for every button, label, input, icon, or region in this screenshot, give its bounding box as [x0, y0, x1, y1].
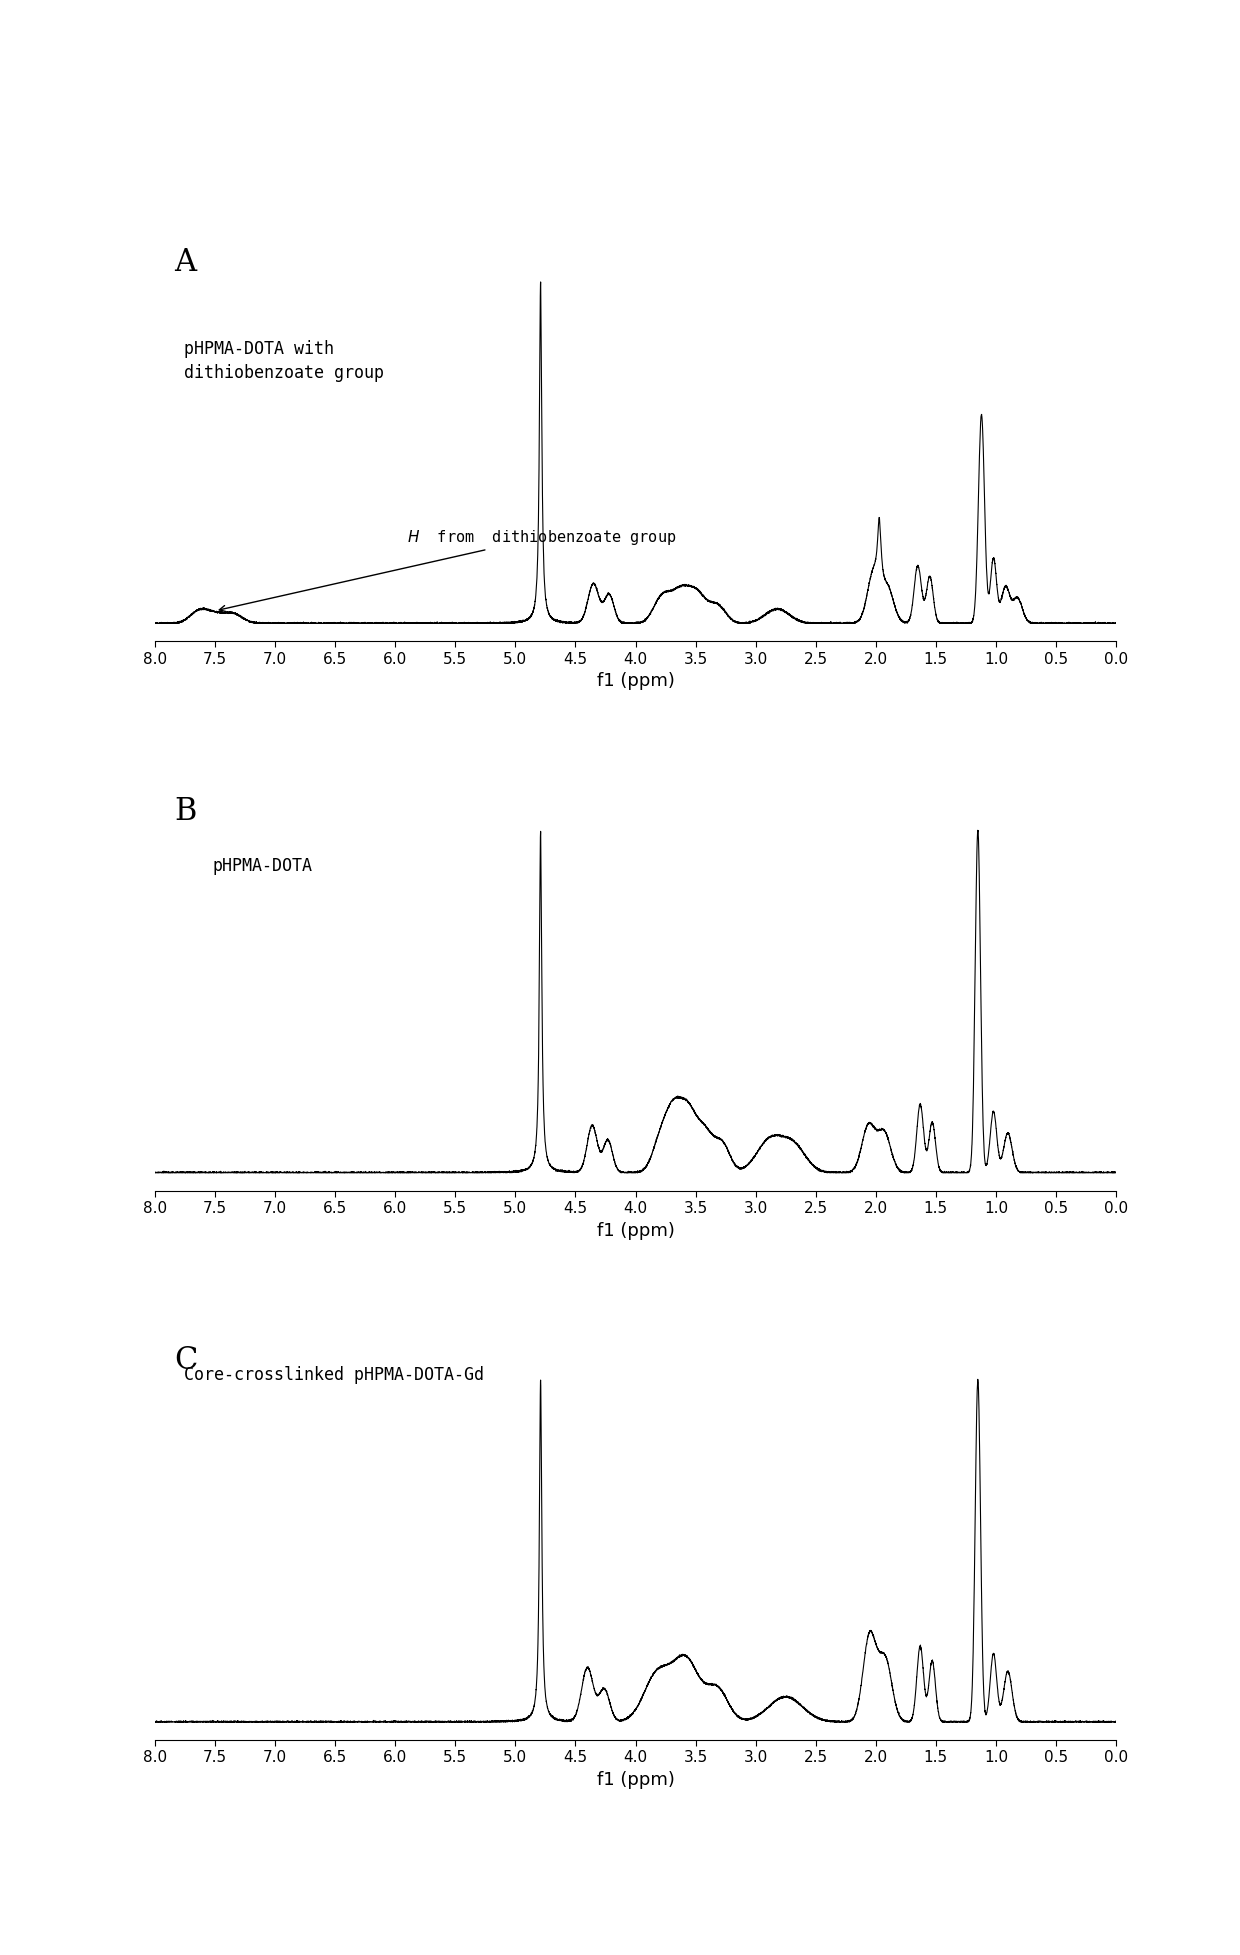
Text: pHPMA-DOTA with
dithiobenzoate group: pHPMA-DOTA with dithiobenzoate group	[184, 340, 384, 381]
X-axis label: f1 (ppm): f1 (ppm)	[596, 1771, 675, 1789]
Text: Core-crosslinked pHPMA-DOTA-Gd: Core-crosslinked pHPMA-DOTA-Gd	[184, 1367, 484, 1384]
X-axis label: f1 (ppm): f1 (ppm)	[596, 673, 675, 690]
Text: C: C	[174, 1345, 197, 1376]
X-axis label: f1 (ppm): f1 (ppm)	[596, 1222, 675, 1239]
Text: pHPMA-DOTA: pHPMA-DOTA	[213, 856, 312, 876]
Text: A: A	[174, 246, 196, 278]
Text: $H$  from  dithiobenzoate group: $H$ from dithiobenzoate group	[219, 528, 677, 612]
Text: B: B	[174, 796, 197, 827]
